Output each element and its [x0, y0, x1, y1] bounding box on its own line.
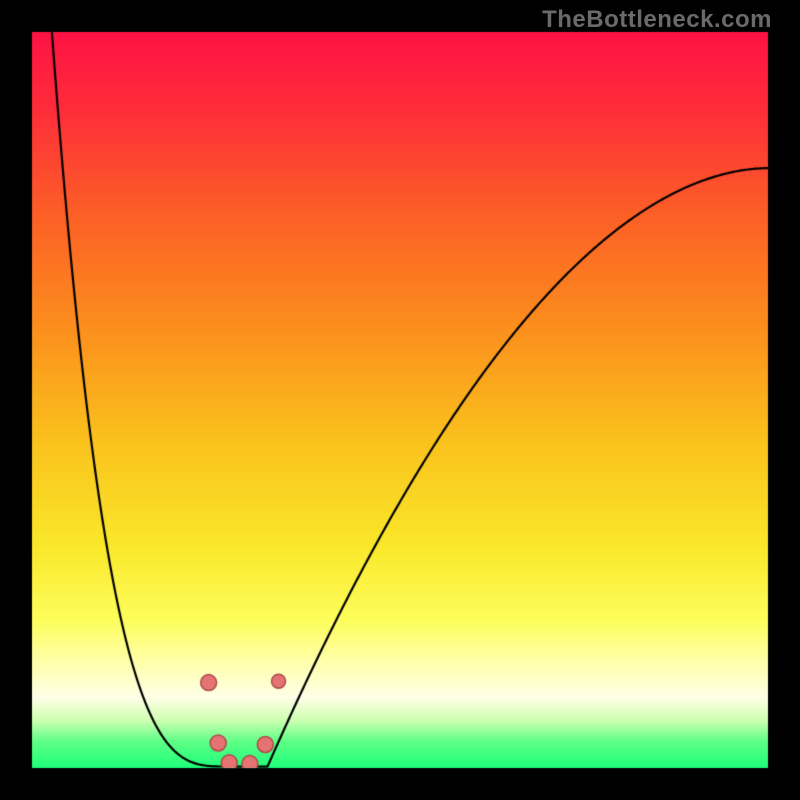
curve-layer — [0, 0, 800, 800]
watermark-text: TheBottleneck.com — [542, 6, 772, 34]
chart-stage: TheBottleneck.com — [0, 0, 800, 800]
